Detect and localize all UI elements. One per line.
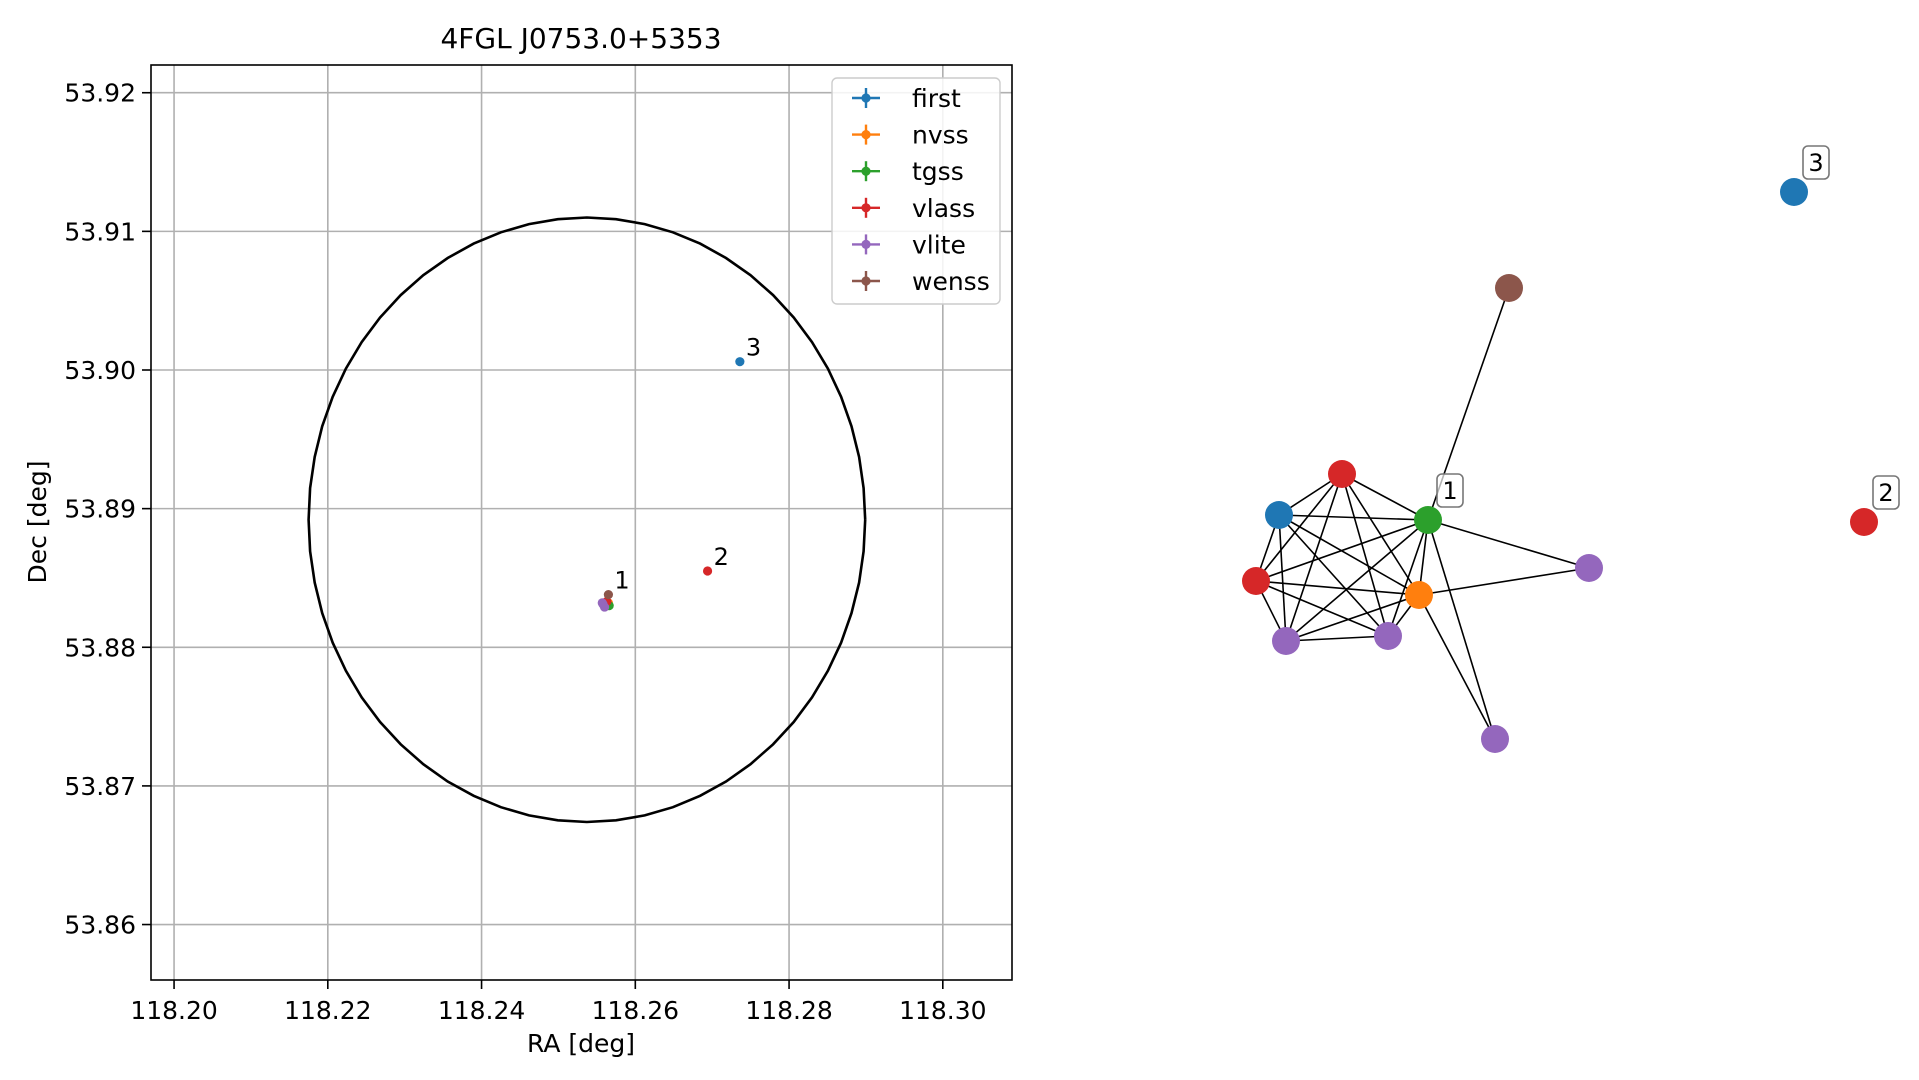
point-vlass (702, 566, 713, 576)
y-tick-label: 53.91 (64, 217, 136, 246)
legend-marker-nvss (861, 130, 871, 140)
chart-title: 4FGL J0753.0+5353 (440, 22, 721, 55)
network-node (1481, 725, 1509, 753)
confidence-circle (307, 216, 867, 824)
x-tick-label: 118.26 (592, 996, 679, 1025)
network-node (1495, 274, 1523, 302)
y-tick-label: 53.87 (64, 772, 136, 801)
y-tick-label: 53.86 (64, 911, 136, 940)
network-node (1272, 627, 1300, 655)
network-edge (1418, 594, 1496, 740)
network-node (1405, 581, 1433, 609)
legend-label-first: first (912, 84, 961, 113)
network-nodes (1242, 178, 1878, 753)
x-axis-label: RA [deg] (527, 1029, 635, 1058)
x-tick-label: 118.28 (745, 996, 832, 1025)
legend-marker-wenss (861, 276, 871, 286)
network-node (1265, 501, 1293, 529)
network-node-label: 3 (1802, 145, 1830, 180)
plot-frame (150, 64, 1013, 981)
y-tick-label: 53.90 (64, 356, 136, 385)
legend-marker-tgss (861, 166, 871, 176)
point-annotations: 1 2 3 (614, 334, 761, 595)
network-edge (1278, 514, 1389, 637)
network-edge (1427, 519, 1590, 569)
legend-entry-wenss: wenss (852, 267, 990, 296)
network-edge (1278, 514, 1287, 642)
point-wenss (603, 589, 614, 600)
network-edge (1341, 473, 1429, 521)
point-first (735, 357, 745, 367)
network-label-box (1802, 145, 1830, 180)
legend-marker-vlite (861, 239, 871, 249)
legend-entry-tgss: tgss (852, 157, 964, 186)
network-label-text: 3 (1808, 149, 1823, 177)
y-tick-label: 53.88 (64, 633, 136, 662)
x-tick-label: 118.20 (130, 996, 217, 1025)
scatter-points (597, 357, 745, 612)
point-vlite (597, 598, 607, 608)
network-edge (1278, 514, 1420, 596)
network-node (1374, 622, 1402, 650)
legend-entry-nvss: nvss (852, 121, 969, 150)
legend-marker-vlass (861, 203, 871, 213)
network-graph: 1 2 3 (1242, 145, 1900, 753)
annotation-label: 2 (714, 543, 729, 571)
x-tick-label: 118.24 (438, 996, 525, 1025)
annotation-label: 1 (614, 567, 629, 595)
legend-label-vlite: vlite (912, 230, 966, 259)
network-edge (1255, 580, 1389, 637)
y-tick-label: 53.92 (64, 79, 136, 108)
network-label-text: 2 (1878, 479, 1893, 507)
network-node-label: 2 (1872, 475, 1900, 510)
network-node-label: 1 (1436, 473, 1464, 508)
legend: first nvss tgss vlass vlite wenss (831, 77, 1001, 305)
y-tick-label: 53.89 (64, 495, 136, 524)
network-node (1242, 567, 1270, 595)
network-node (1414, 506, 1442, 534)
network-label-box (1872, 475, 1900, 510)
network-edge (1285, 519, 1429, 642)
x-axis-ticks: 118.20 118.22 118.24 118.26 118.28 118.30 (130, 980, 987, 1025)
network-edge (1285, 594, 1420, 642)
annotation-label: 3 (746, 334, 761, 362)
legend-label-nvss: nvss (912, 121, 969, 150)
x-tick-label: 118.30 (899, 996, 986, 1025)
network-edge (1387, 519, 1429, 637)
legend-entry-vlass: vlass (852, 194, 975, 223)
legend-marker-first (861, 93, 871, 103)
network-edge (1285, 473, 1343, 642)
network-edge (1255, 580, 1420, 596)
x-tick-label: 118.22 (284, 996, 371, 1025)
network-edge (1418, 567, 1590, 596)
legend-entry-first: first (852, 84, 961, 113)
network-node (1328, 460, 1356, 488)
legend-label-wenss: wenss (912, 267, 990, 296)
legend-label-tgss: tgss (912, 157, 964, 186)
y-axis-ticks: 53.86 53.87 53.88 53.89 53.90 53.91 53.92 (64, 79, 151, 940)
network-label-box (1436, 473, 1464, 508)
network-edge (1341, 473, 1420, 596)
network-label-text: 1 (1442, 477, 1457, 505)
legend-label-vlass: vlass (912, 194, 975, 223)
network-edge (1427, 519, 1496, 740)
network-node (1575, 554, 1603, 582)
network-node (1850, 508, 1878, 536)
network-edge (1285, 635, 1389, 642)
legend-entry-vlite: vlite (852, 230, 966, 259)
network-labels: 1 2 3 (1436, 145, 1900, 510)
network-edge (1255, 519, 1429, 582)
y-axis-label: Dec [deg] (23, 461, 52, 584)
network-edge (1278, 514, 1429, 521)
network-edge (1255, 473, 1343, 582)
network-node (1780, 178, 1808, 206)
